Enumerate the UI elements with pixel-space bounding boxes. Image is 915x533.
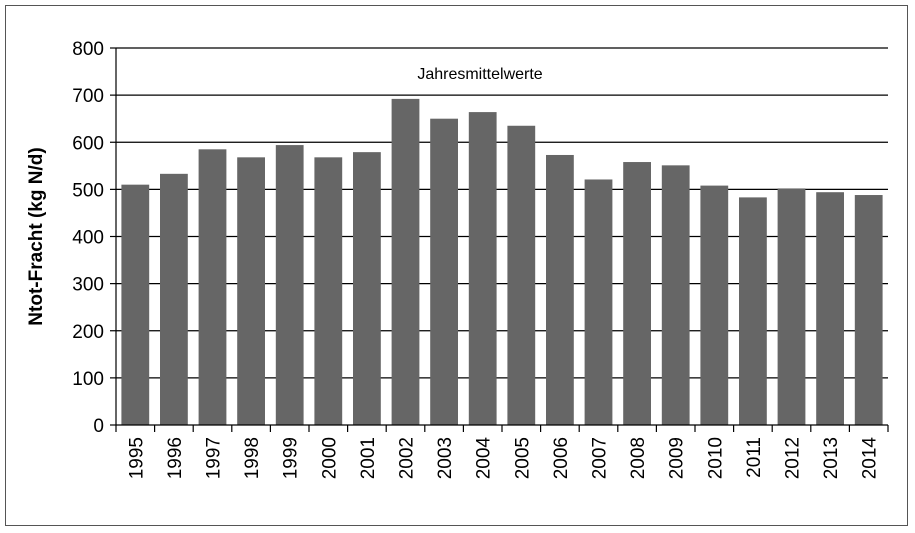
x-tick-label: 1995: [126, 437, 147, 479]
x-tick-label: 1999: [281, 437, 302, 479]
x-tick-label: 2002: [397, 437, 418, 479]
bar-2003: [430, 118, 458, 425]
x-tick-label: 1997: [204, 437, 225, 479]
bar-2009: [661, 165, 690, 425]
bar-2006: [546, 154, 574, 425]
x-tick-label: 2004: [474, 437, 495, 480]
y-tick-label: 500: [72, 180, 104, 201]
bar-2013: [816, 192, 844, 425]
bar-2002: [391, 98, 420, 426]
bar-2007: [584, 179, 613, 425]
x-tick-label: 1996: [165, 437, 186, 479]
chart-title: Jahresmittelwerte: [417, 66, 542, 83]
bar-1995: [121, 184, 150, 425]
bar-1998: [237, 157, 265, 425]
bar-1999: [275, 145, 304, 425]
bar-2004: [468, 112, 497, 425]
bars: [121, 98, 883, 426]
x-tick-label: 2008: [628, 437, 649, 479]
x-tick-label: 2014: [860, 437, 881, 480]
bar-2010: [700, 185, 729, 425]
bar-1997: [198, 149, 227, 425]
y-tick-label: 100: [72, 369, 104, 390]
bar-1996: [160, 173, 188, 425]
y-tick-label: 700: [72, 86, 104, 107]
x-tick-label: 2011: [744, 437, 765, 478]
x-tick-label: 2001: [358, 437, 379, 479]
x-tick-labels: 1995 1996 1997 1998 1999 2000 2001 2002 2003 2004…: [126, 437, 880, 480]
x-tick-label: 1998: [242, 437, 263, 479]
y-tick-labels: 0 100 200 300 400 500 600 700 800: [72, 39, 104, 437]
y-tick-label: 800: [72, 39, 104, 60]
x-tick-label: 2009: [667, 437, 688, 479]
bar-2011: [739, 197, 767, 425]
y-tick-label: 600: [72, 133, 104, 154]
x-tick-label: 2005: [512, 437, 533, 479]
bar-2012: [777, 188, 806, 425]
bar-2001: [353, 152, 381, 426]
bar-2000: [314, 157, 343, 425]
bar-2008: [623, 162, 651, 426]
bar-2005: [507, 125, 536, 425]
gridlines: [116, 47, 888, 379]
x-tick-label: 2012: [783, 437, 804, 479]
x-tick-label: 2007: [590, 437, 611, 479]
y-tick-label: 0: [93, 416, 104, 437]
y-axis-title: Ntot-Fracht (kg N/d): [26, 147, 47, 325]
x-tick-label: 2013: [821, 437, 842, 479]
bar-2014: [854, 195, 883, 425]
x-tick-label: 2006: [551, 437, 572, 479]
y-tick-label: 400: [72, 228, 104, 249]
axes: [110, 47, 889, 432]
y-tick-label: 300: [72, 275, 104, 296]
x-tick-label: 2010: [705, 437, 726, 479]
y-tick-label: 200: [72, 322, 104, 343]
x-tick-label: 2000: [319, 437, 340, 479]
x-tick-label: 2003: [435, 437, 456, 479]
